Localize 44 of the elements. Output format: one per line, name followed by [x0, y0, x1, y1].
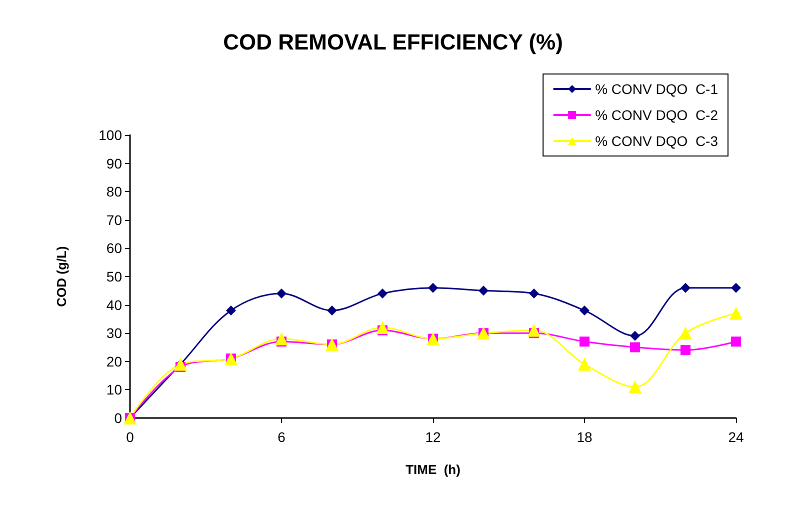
x-axis-title: TIME (h) [406, 462, 460, 477]
y-tick-label: 50 [106, 268, 122, 284]
point [528, 324, 540, 337]
point [731, 282, 741, 293]
point [578, 358, 591, 371]
y-tick-label: 20 [106, 353, 122, 370]
point [276, 288, 286, 298]
point [630, 342, 640, 352]
point [478, 286, 488, 296]
y-tick-label: 60 [106, 240, 122, 256]
point [679, 326, 692, 340]
point [580, 336, 590, 347]
x-tick-label: 12 [425, 429, 441, 445]
x-tick-label: 0 [126, 429, 134, 445]
point [680, 282, 690, 293]
y-tick-label: 0 [114, 410, 122, 426]
point [226, 305, 236, 316]
point [630, 330, 640, 341]
point [327, 305, 337, 316]
chart-title: COD REMOVAL EFFICIENCY (%) [223, 30, 563, 54]
point [731, 336, 741, 347]
point [580, 305, 590, 316]
y-tick-label: 100 [98, 127, 122, 143]
point [730, 306, 742, 320]
point [376, 320, 389, 334]
legend-label: % CONV DQO C-1 [595, 81, 718, 97]
y-tick-label: 80 [106, 184, 122, 200]
y-tick-label: 70 [106, 212, 122, 228]
x-tick-label: 24 [728, 429, 744, 445]
point [428, 282, 438, 293]
y-tick-label: 40 [106, 296, 122, 313]
x-tick-label: 18 [576, 429, 592, 445]
y-axis-title: COD (g/L) [54, 246, 69, 307]
point [378, 288, 388, 298]
point [275, 332, 288, 346]
point [680, 345, 690, 356]
legend-label: % CONV DQO C-3 [595, 133, 718, 149]
point [529, 288, 539, 298]
y-tick-label: 90 [106, 155, 122, 172]
y-tick-label: 30 [106, 325, 122, 342]
y-tick-label: 10 [106, 382, 122, 398]
legend-label: % CONV DQO C-2 [595, 107, 718, 123]
point [628, 380, 642, 394]
x-tick-label: 6 [278, 429, 286, 445]
